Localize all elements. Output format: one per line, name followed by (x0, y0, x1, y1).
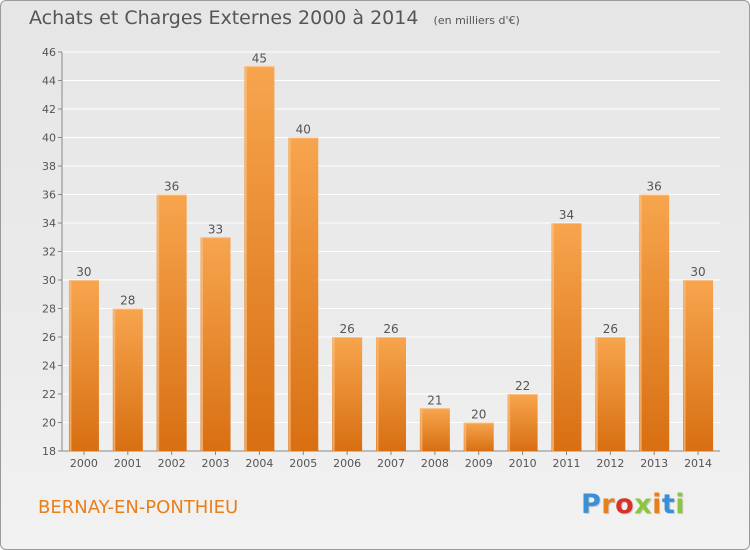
x-tick-label: 2005 (289, 457, 317, 470)
bar-value-label: 40 (296, 123, 311, 137)
bar-value-label: 26 (339, 322, 354, 336)
chart-unit-label: (en milliers d'€) (433, 14, 520, 27)
bar (419, 408, 450, 451)
bar-value-label: 30 (76, 265, 91, 279)
bar-value-label: 34 (559, 208, 574, 222)
y-tick-label: 38 (42, 160, 56, 173)
x-tick-label: 2009 (465, 457, 493, 470)
proxiti-logo: Proxiti (581, 489, 685, 520)
bar (551, 223, 582, 451)
x-tick-label: 2001 (114, 457, 142, 470)
x-tick-label: 2008 (421, 457, 449, 470)
x-tick-label: 2010 (509, 457, 537, 470)
x-tick-label: 2003 (202, 457, 230, 470)
location-label: BERNAY-EN-PONTHIEU (38, 497, 239, 518)
y-tick-label: 20 (42, 417, 56, 430)
bar-value-label: 20 (471, 408, 486, 422)
y-tick-label: 24 (42, 360, 56, 373)
x-tick-label: 2012 (596, 457, 624, 470)
x-tick-label: 2002 (158, 457, 186, 470)
x-tick-label: 2006 (333, 457, 361, 470)
y-tick-label: 42 (42, 103, 56, 116)
y-tick-label: 34 (42, 217, 56, 230)
logo-letter: i (652, 489, 662, 520)
logo-letter: t (661, 489, 676, 520)
x-tick-label: 2011 (552, 457, 580, 470)
bar-value-label: 28 (120, 294, 135, 308)
y-tick-label: 44 (42, 75, 56, 88)
bar-value-label: 21 (427, 393, 442, 407)
chart-title: Achats et Charges Externes 2000 à 2014 (29, 7, 419, 29)
bar (595, 337, 626, 451)
x-tick-label: 2014 (684, 457, 712, 470)
bar (683, 280, 714, 451)
y-tick-label: 32 (42, 246, 56, 259)
bar-value-label: 26 (603, 322, 618, 336)
x-tick-label: 2000 (70, 457, 98, 470)
logo-letter: x (634, 489, 653, 520)
bar-value-label: 33 (208, 222, 223, 236)
bar-value-label: 45 (252, 51, 267, 65)
bar (244, 66, 275, 451)
bar (332, 337, 363, 451)
bar (507, 394, 538, 451)
bar (68, 280, 99, 451)
y-tick-label: 26 (42, 331, 56, 344)
bar-value-label: 30 (690, 265, 705, 279)
y-tick-label: 36 (42, 189, 56, 202)
bar (463, 422, 494, 451)
y-tick-label: 28 (42, 303, 56, 316)
bar (156, 194, 187, 451)
bar (200, 237, 231, 451)
bar (288, 137, 319, 451)
y-tick-label: 40 (42, 132, 56, 145)
bar (112, 308, 143, 451)
bar-value-label: 22 (515, 379, 530, 393)
y-tick-label: 22 (42, 388, 56, 401)
logo-letter: i (675, 489, 686, 520)
logo-letter: r (601, 489, 616, 520)
bar-value-label: 36 (647, 180, 662, 194)
y-tick-label: 46 (42, 46, 56, 59)
bars (68, 66, 714, 451)
chart-title-block: Achats et Charges Externes 2000 à 2014 (… (29, 7, 520, 29)
logo-letter: o (615, 489, 635, 520)
logo-letter: P (581, 489, 602, 520)
x-tick-label: 2004 (245, 457, 273, 470)
y-tick-label: 30 (42, 274, 56, 287)
bar-value-label: 36 (164, 180, 179, 194)
y-tick-label: 18 (42, 445, 56, 458)
bar (376, 337, 406, 451)
bar (639, 194, 670, 451)
labels: 18 20 22 24 26 28 30 32 34 36 38 40 42 44 46 30 2000 28 20… (42, 46, 712, 470)
bar-value-label: 26 (383, 322, 398, 336)
x-tick-label: 2007 (377, 457, 405, 470)
x-tick-label: 2013 (640, 457, 668, 470)
